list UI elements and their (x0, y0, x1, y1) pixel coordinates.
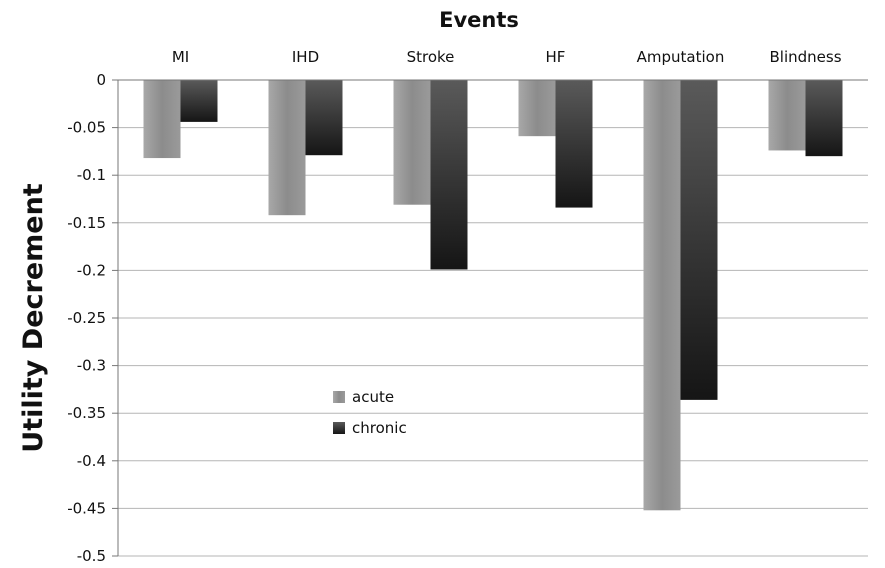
y-tick-label: -0.45 (67, 499, 106, 517)
y-axis-label: Utility Decrement (18, 183, 49, 453)
category-label: Blindness (769, 48, 841, 66)
bar-chronic (555, 80, 593, 208)
category-label: HF (546, 48, 566, 66)
legend-swatch-acute (333, 391, 345, 403)
category-label: IHD (292, 48, 319, 66)
bar-acute (393, 80, 431, 205)
category-label: Amputation (637, 48, 725, 66)
y-tick-label: -0.15 (67, 214, 106, 232)
bar-acute (268, 80, 306, 216)
y-tick-label: -0.4 (77, 452, 106, 470)
chart-title: Events (439, 8, 519, 32)
bar-acute (643, 80, 681, 511)
category-label: Stroke (407, 48, 455, 66)
legend: acute chronic (333, 388, 407, 437)
bar-acute (768, 80, 806, 151)
y-tick-label: -0.35 (67, 404, 106, 422)
bars (143, 80, 843, 511)
axes (117, 79, 868, 556)
bar-acute (143, 80, 181, 159)
y-tick-label: -0.25 (67, 309, 106, 327)
legend-swatch-chronic (333, 422, 345, 434)
y-tick-label: -0.3 (77, 357, 106, 375)
y-tick-label: 0 (96, 71, 106, 89)
y-tick-label: -0.05 (67, 119, 106, 137)
bar-acute (518, 80, 556, 137)
y-tick-labels: 0 -0.05 -0.1 -0.15 -0.2 -0.25 -0.3 -0.35 -0.4 -0.… (67, 71, 118, 565)
category-label: MI (172, 48, 189, 66)
bar-chronic (180, 80, 218, 122)
category-labels: MI IHD Stroke HF Amputation Blindness (172, 48, 842, 66)
y-tick-label: -0.1 (77, 166, 106, 184)
legend-label-chronic: chronic (352, 419, 407, 437)
bar-chronic (805, 80, 843, 157)
bar-chronic (430, 80, 468, 270)
y-tick-label: -0.5 (77, 547, 106, 565)
bar-chronic (680, 80, 718, 400)
bar-chronic (305, 80, 343, 156)
legend-label-acute: acute (352, 388, 394, 406)
y-tick-label: -0.2 (77, 261, 106, 279)
gridlines (118, 79, 868, 557)
